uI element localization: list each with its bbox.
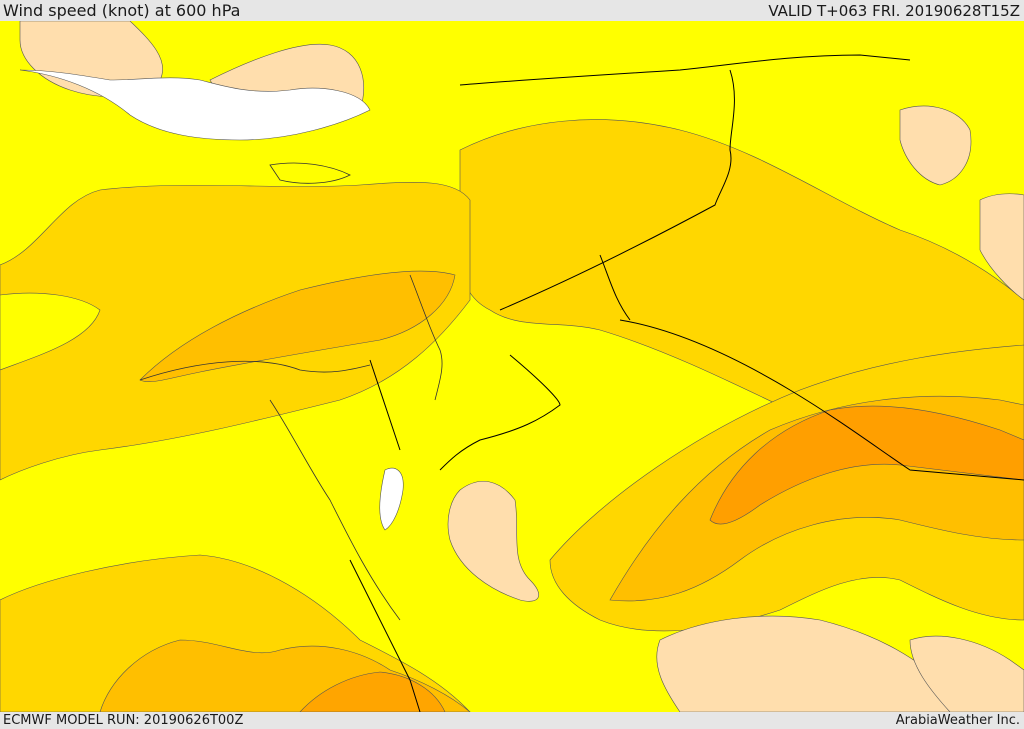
model-run-label: ECMWF MODEL RUN: 20190626T00Z (3, 713, 244, 728)
map-canvas (0, 21, 1024, 712)
field-peach-south (656, 615, 961, 712)
valid-time-label: VALID T+063 FRI. 20190628T15Z (768, 2, 1020, 20)
header-bar: Wind speed (knot) at 600 hPa VALID T+063… (0, 0, 1024, 21)
field-peach-east (899, 105, 972, 186)
boundaries (349, 54, 1024, 712)
map-title: Wind speed (knot) at 600 hPa (3, 1, 241, 20)
credit-label: ArabiaWeather Inc. (895, 713, 1020, 728)
field-white-calm (19, 69, 371, 141)
coastlines (139, 162, 443, 621)
weather-map[interactable] (0, 21, 1024, 712)
field-peach-southeast (909, 635, 1024, 712)
footer-bar: ECMWF MODEL RUN: 20190626T00Z ArabiaWeat… (0, 712, 1024, 729)
field-yellow-pocket (0, 292, 101, 371)
field-amber-west (139, 270, 456, 383)
field-peach-arabia (447, 481, 539, 602)
field-orange-south (299, 671, 446, 712)
field-white-deadsea (379, 467, 404, 531)
